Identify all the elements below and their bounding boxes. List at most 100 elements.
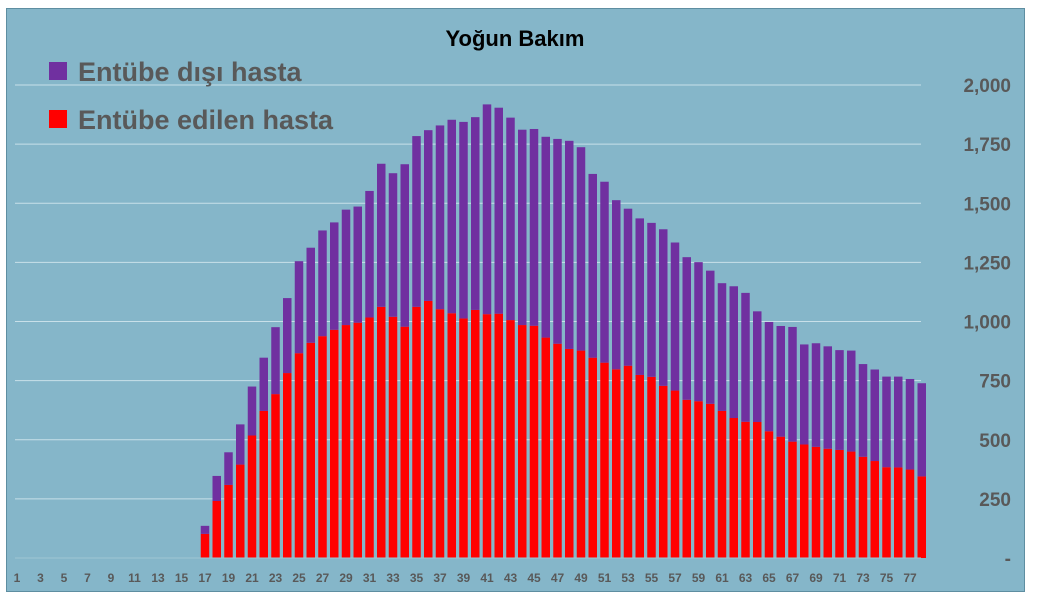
bar-entube-edilen [811,446,821,558]
bar-entube-disi [811,343,821,447]
bar-entube-disi [318,230,327,337]
bar-entube-disi [858,364,868,457]
bar-entube-disi [682,257,691,400]
legend-label-entube-disi: Entübe dışı hasta [78,57,303,87]
y-tick-label: 1,750 [963,135,1011,156]
y-tick-label: 1,250 [963,253,1011,274]
bar-entube-edilen [600,362,609,558]
bar-entube-edilen [529,325,539,558]
legend-swatch-entube-disi [49,62,67,80]
legend-label-entube-edilen: Entübe edilen hasta [78,105,334,135]
bar-entube-disi [847,350,856,452]
bar-entube-edilen [294,353,304,558]
legend-swatch-entube-edilen [49,110,67,128]
bar-entube-edilen [494,313,503,558]
x-axis-ticks: 1 3 5 7 9 11 13 15 17 19 21 23 25 27 29 31 33 35 37 39 41 43 4… [14,571,917,585]
bar-entube-disi [835,350,844,450]
bar-entube-disi [494,107,503,314]
bar-entube-edilen [200,533,210,558]
bar-entube-edilen [659,385,668,558]
bar-entube-edilen [353,322,362,558]
bar-entube-disi [764,321,774,432]
bar-entube-disi [670,242,680,391]
bar-entube-edilen [318,336,327,558]
bar-entube-edilen [541,337,550,558]
bar-entube-edilen [717,410,727,558]
bar-entube-disi [412,136,421,307]
bar-entube-edilen [412,306,421,558]
bar-entube-disi [212,475,221,502]
bar-entube-disi [341,209,351,326]
x-tick-label: 45 [527,571,541,585]
x-tick-label: 75 [880,571,894,585]
x-tick-label: 23 [269,571,283,585]
bar-entube-disi [870,369,879,462]
bar-entube-disi [623,208,633,366]
bar-entube-edilen [212,501,221,558]
bar-entube-edilen [259,410,268,558]
x-tick-label: 49 [574,571,588,585]
bar-entube-disi [259,357,268,411]
y-tick-label: 750 [979,372,1011,393]
gridlines [15,84,921,500]
x-tick-label: 35 [410,571,424,585]
x-tick-label: 69 [809,571,823,585]
bar-entube-edilen [518,325,527,558]
x-tick-label: 31 [363,571,377,585]
x-tick-label: 3 [37,571,44,585]
bar-entube-edilen [283,373,292,558]
bar-entube-disi [365,190,374,318]
y-tick-label: 1,000 [963,313,1011,334]
bar-entube-disi [247,386,257,436]
bar-entube-edilen [553,343,562,558]
bar-entube-disi [553,138,562,344]
bar-entube-edilen [753,422,762,558]
bar-entube-edilen [800,444,809,558]
bar-entube-edilen [729,417,738,558]
bar-entube-edilen [588,357,597,558]
bar-entube-disi [459,121,468,319]
bar-entube-edilen [823,448,832,558]
bar-entube-disi [529,128,539,326]
x-tick-label: 63 [739,571,753,585]
bar-entube-edilen [330,329,339,558]
x-tick-label: 33 [386,571,400,585]
bar-entube-disi [635,218,644,375]
bar-entube-disi [647,222,656,377]
bar-entube-edilen [894,467,903,558]
bar-entube-disi [565,140,574,349]
x-tick-label: 25 [292,571,306,585]
bar-entube-disi [905,378,915,470]
bar-entube-edilen [847,451,856,558]
x-tick-label: 43 [504,571,518,585]
bar-entube-disi [224,452,233,485]
y-tick-label: 2,000 [963,76,1011,97]
bar-entube-disi [717,283,727,411]
bar-entube-disi [400,164,409,327]
bar-entube-disi [659,229,668,386]
bar-entube-edilen [635,374,644,558]
bar-entube-edilen [471,309,480,558]
bar-entube-disi [588,173,597,358]
bar-entube-edilen [435,309,445,558]
bar-entube-edilen [764,431,774,558]
bar-entube-disi [800,344,809,445]
x-tick-label: 51 [598,571,612,585]
y-tick-label: 1,500 [963,194,1011,215]
bar-entube-disi [377,163,386,307]
x-tick-label: 73 [856,571,870,585]
chart-title: Yoğun Bakım [446,26,585,51]
bar-entube-disi [576,147,586,351]
bar-entube-disi [306,247,315,343]
x-tick-label: 17 [198,571,212,585]
y-axis-ticks: - 250 500 750 1,000 1,250 1,500 1,750 2,000 [963,76,1011,570]
bar-entube-disi [236,424,245,465]
x-tick-label: 7 [84,571,91,585]
x-tick-label: 59 [692,571,706,585]
bar-entube-disi [330,222,339,330]
bar-entube-disi [741,292,750,422]
x-tick-label: 77 [903,571,917,585]
x-tick-label: 15 [175,571,189,585]
bar-entube-edilen [576,350,586,558]
